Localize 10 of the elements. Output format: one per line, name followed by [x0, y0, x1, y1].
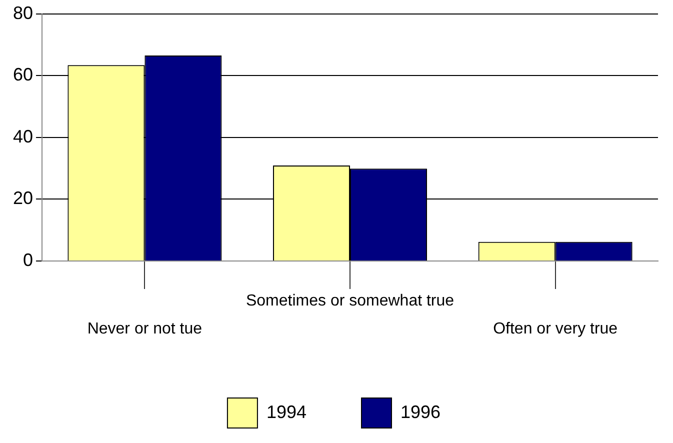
y-tick-label: 40: [12, 126, 34, 146]
x-tick-label: Never or not tue: [87, 320, 202, 338]
y-tick-label: 60: [12, 64, 34, 85]
y-tick-label: 20: [12, 188, 34, 208]
y-tick-label: 0: [23, 250, 34, 270]
y-tick-label: 80: [12, 2, 34, 23]
legend-label: 1996: [400, 402, 441, 422]
legend-label: 1994: [266, 402, 307, 422]
x-tick-label: Often or very true: [493, 320, 618, 338]
x-tick-label: Sometimes or somewhat true: [246, 292, 454, 310]
